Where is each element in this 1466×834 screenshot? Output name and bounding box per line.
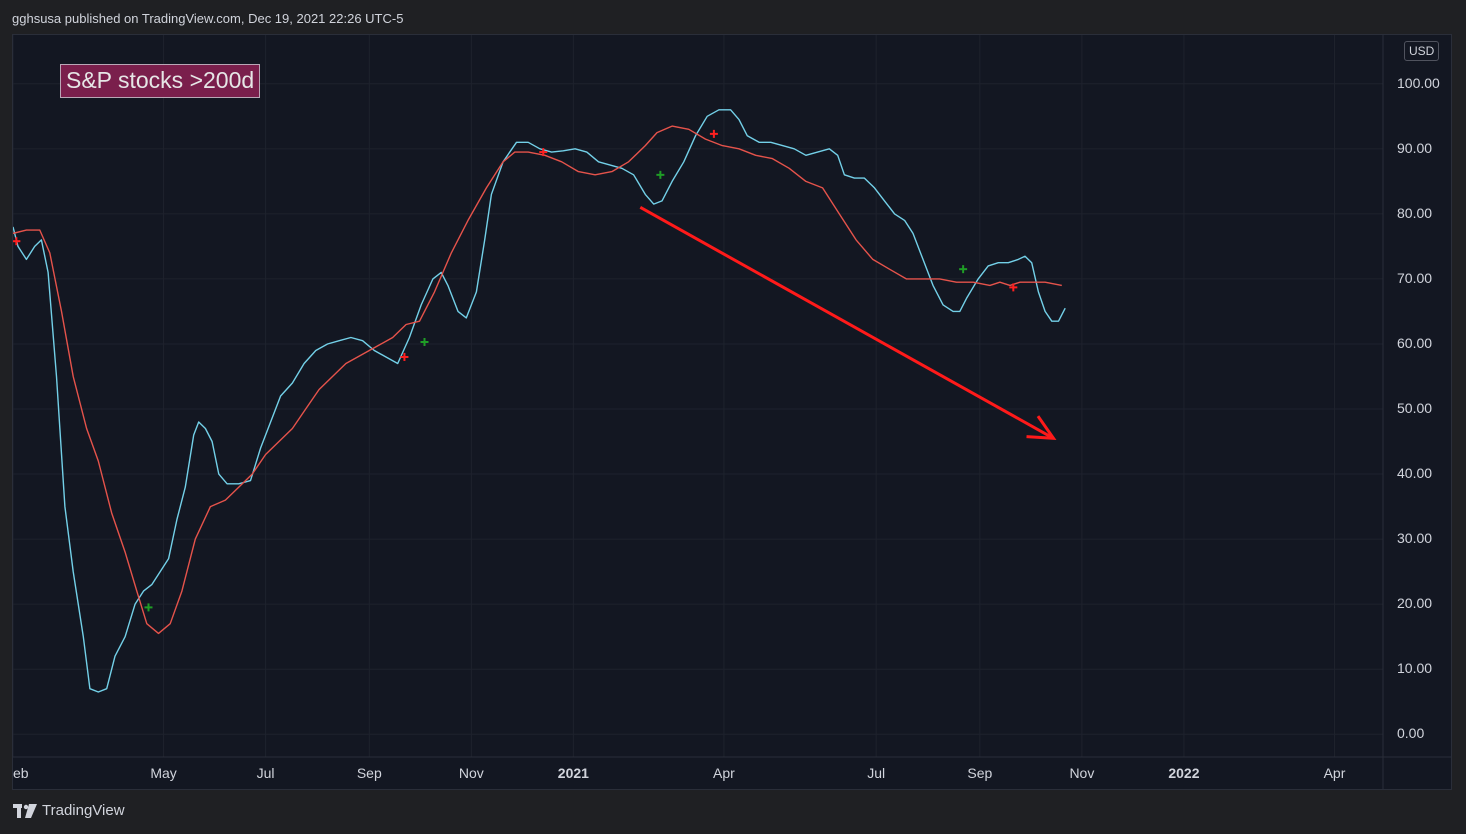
time-axis[interactable]: eb May Jul Sep Nov 2021 Apr Jul Sep Nov 2022 Apr	[13, 765, 1346, 781]
crossover-marker-cross-up	[420, 338, 429, 347]
footer-brand[interactable]: TradingView	[13, 802, 125, 819]
crossover-marker-cross-down	[13, 237, 21, 246]
price-axis[interactable]: 100.00 90.00 80.00 70.00 60.00 50.00 40.00 30.0…	[1397, 75, 1440, 741]
chart-title: S&P stocks >200d	[60, 64, 261, 98]
footer-brand-label: TradingView	[42, 802, 125, 819]
series-line-0	[13, 109, 1066, 693]
x-tick-label: Jul	[867, 765, 885, 781]
x-tick-label: Apr	[1324, 765, 1346, 781]
x-tick-label: 2022	[1168, 765, 1199, 781]
x-tick-label: Sep	[967, 765, 992, 781]
crossover-marker-cross-up	[959, 265, 968, 274]
x-tick-label: Nov	[1069, 765, 1094, 781]
crossover-marker-cross-down	[400, 352, 409, 361]
x-tick-label: Jul	[257, 765, 275, 781]
crossover-marker-cross-down	[539, 148, 548, 157]
series-line-1	[13, 125, 1062, 635]
y-tick-label: 0.00	[1397, 725, 1424, 741]
x-tick-label: Sep	[357, 765, 382, 781]
currency-label[interactable]: USD	[1404, 41, 1440, 61]
annotation-layer	[639, 206, 1057, 440]
crossover-marker-cross-down	[1009, 283, 1018, 292]
y-tick-label: 20.00	[1397, 595, 1432, 611]
y-tick-label: 70.00	[1397, 270, 1432, 286]
crossover-marker-cross-up	[144, 603, 153, 612]
x-tick-label: 2021	[558, 765, 589, 781]
trend-arrow[interactable]	[639, 206, 1057, 440]
series-layer	[13, 109, 1066, 693]
x-tick-label: May	[150, 765, 176, 781]
y-tick-label: 50.00	[1397, 400, 1432, 416]
y-tick-label: 10.00	[1397, 660, 1432, 676]
x-tick-label: eb	[13, 765, 29, 781]
y-tick-label: 100.00	[1397, 75, 1440, 91]
y-tick-label: 60.00	[1397, 335, 1432, 351]
tradingview-logo-icon	[13, 803, 37, 818]
x-tick-label: Apr	[713, 765, 735, 781]
y-tick-label: 90.00	[1397, 140, 1432, 156]
y-tick-label: 30.00	[1397, 530, 1432, 546]
crossover-marker-cross-up	[656, 170, 665, 179]
publish-info: gghsusa published on TradingView.com, De…	[12, 11, 404, 26]
chart-svg[interactable]: 100.00 90.00 80.00 70.00 60.00 50.00 40.00 30.0…	[13, 35, 1451, 789]
grid	[13, 35, 1383, 757]
crossover-marker-cross-down	[709, 129, 718, 138]
x-tick-label: Nov	[459, 765, 484, 781]
y-tick-label: 40.00	[1397, 465, 1432, 481]
marker-layer	[13, 129, 1018, 612]
chart-area[interactable]: 100.00 90.00 80.00 70.00 60.00 50.00 40.00 30.0…	[12, 34, 1452, 790]
y-tick-label: 80.00	[1397, 205, 1432, 221]
